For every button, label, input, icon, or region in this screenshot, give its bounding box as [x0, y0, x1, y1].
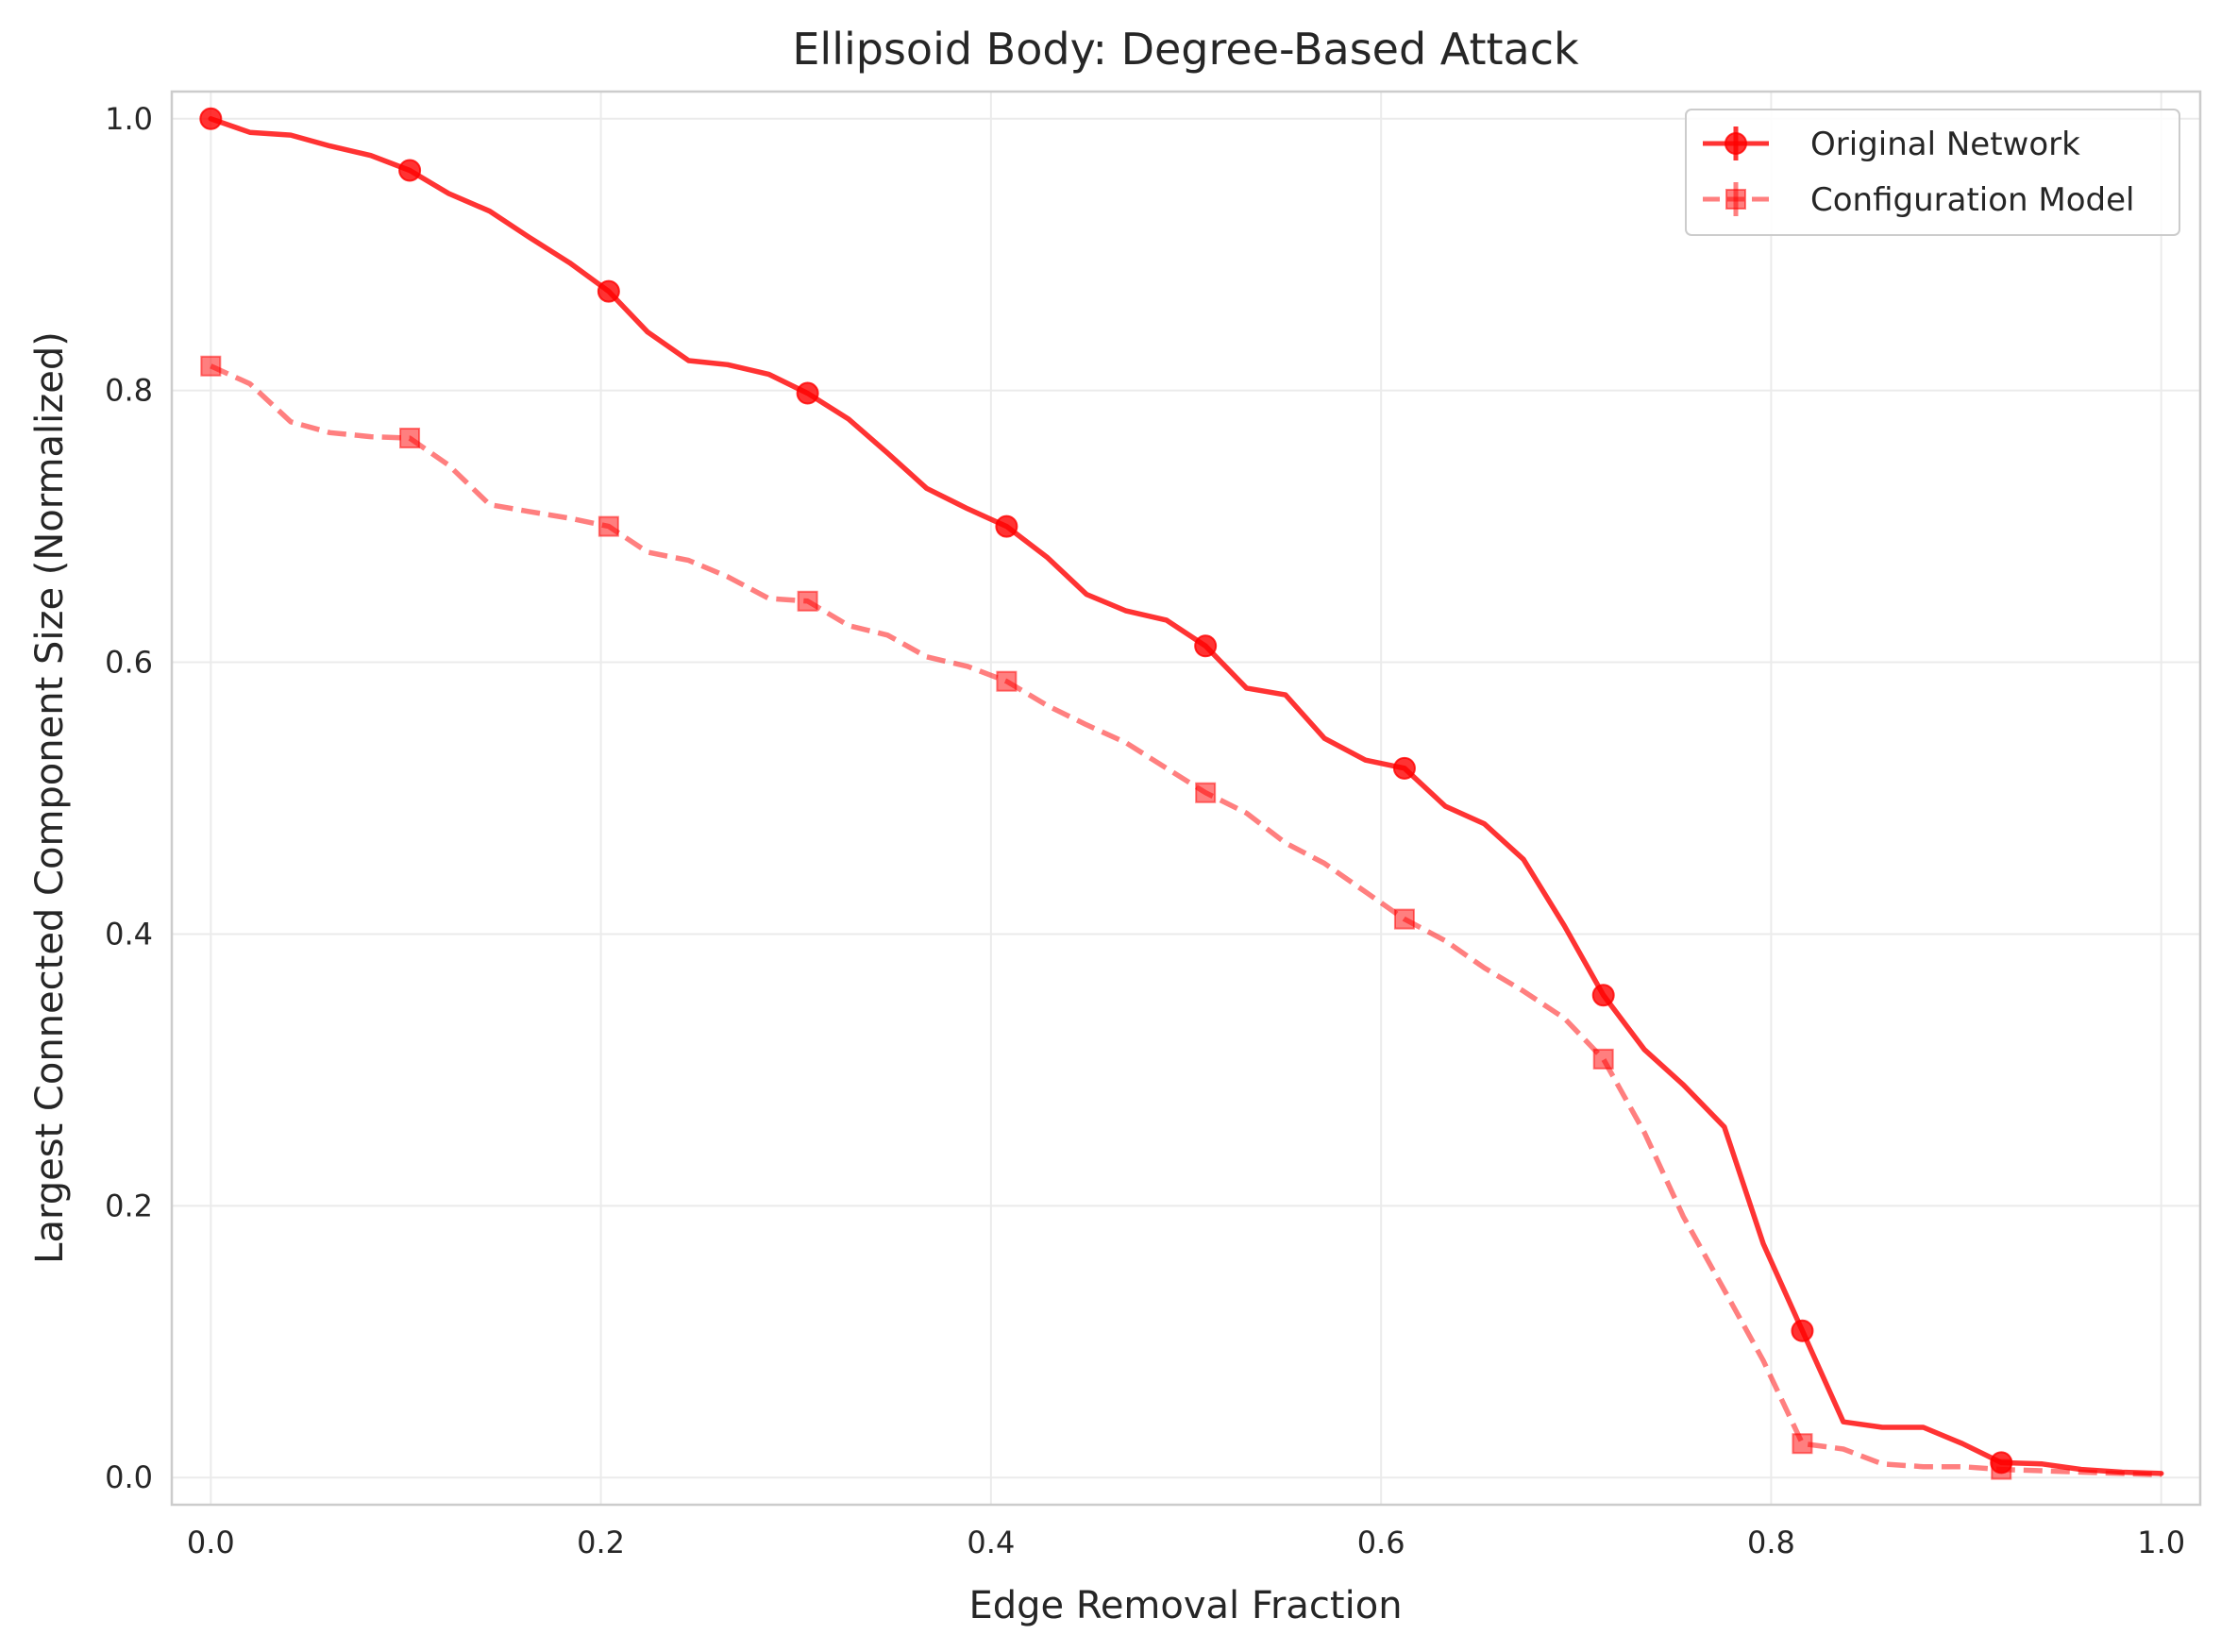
x-axis-title: Edge Removal Fraction — [968, 1584, 1402, 1627]
data-point-square — [597, 515, 619, 537]
data-point-circle — [1194, 634, 1218, 658]
data-point-square — [1991, 1458, 2012, 1480]
data-point-square — [996, 670, 1018, 692]
y-tick-label: 0.2 — [105, 1188, 153, 1223]
series-1 — [200, 355, 2162, 1480]
legend-label-configuration-model: Configuration Model — [1810, 181, 2134, 219]
data-point-circle — [1791, 1319, 1814, 1342]
grid-layer — [172, 92, 2200, 1505]
y-tick-label: 0.4 — [105, 916, 153, 952]
y-tick-label: 1.0 — [105, 101, 153, 137]
legend-box — [1685, 109, 2180, 236]
y-axis-title: Largest Connected Component Size (Normal… — [28, 331, 72, 1264]
x-tick-label: 0.4 — [967, 1525, 1015, 1560]
legend-marker-square — [1725, 189, 1746, 210]
series-0 — [199, 107, 2164, 1476]
data-point-square — [1792, 1433, 1813, 1455]
data-point-circle — [995, 514, 1018, 538]
data-point-square — [399, 428, 421, 449]
y-tick-label: 0.8 — [105, 373, 153, 409]
x-tick-label: 1.0 — [2137, 1525, 2185, 1560]
x-tick-label: 0.2 — [577, 1525, 625, 1560]
x-tick-label: 0.0 — [187, 1525, 235, 1560]
plot-background — [172, 92, 2200, 1505]
data-point-square — [1195, 782, 1217, 803]
data-point-circle — [398, 159, 422, 182]
legend-entry-configuration-model: Configuration Model — [1703, 181, 2134, 219]
legend: Original Network Configuration Model — [1685, 109, 2180, 236]
series-line-0 — [208, 116, 2164, 1476]
data-point-square — [1592, 1048, 1614, 1070]
data-point-circle — [199, 107, 223, 130]
series-layer — [199, 107, 2164, 1480]
x-tick-label: 0.6 — [1357, 1525, 1405, 1560]
data-point-square — [200, 355, 222, 377]
y-tick-label: 0.6 — [105, 645, 153, 681]
legend-marker-circle — [1725, 132, 1747, 155]
series-line-1 — [210, 363, 2162, 1478]
data-point-square — [1393, 908, 1415, 930]
legend-entry-original-network: Original Network — [1703, 126, 2080, 163]
data-point-circle — [796, 381, 819, 405]
data-point-circle — [1392, 756, 1416, 780]
data-point-circle — [597, 279, 620, 303]
plot-frame — [170, 90, 2202, 1507]
x-tick-label: 0.8 — [1747, 1525, 1795, 1560]
legend-label-original-network: Original Network — [1810, 126, 2080, 163]
data-point-square — [797, 590, 818, 612]
data-point-circle — [1591, 984, 1615, 1007]
chart-title: Ellipsoid Body: Degree-Based Attack — [792, 24, 1579, 75]
tick-layer: 0.0 0.2 0.4 0.6 0.8 1.0 0.0 0.2 0.4 0.6 0.8 1.0 — [105, 101, 2185, 1560]
y-tick-label: 0.0 — [105, 1459, 153, 1495]
